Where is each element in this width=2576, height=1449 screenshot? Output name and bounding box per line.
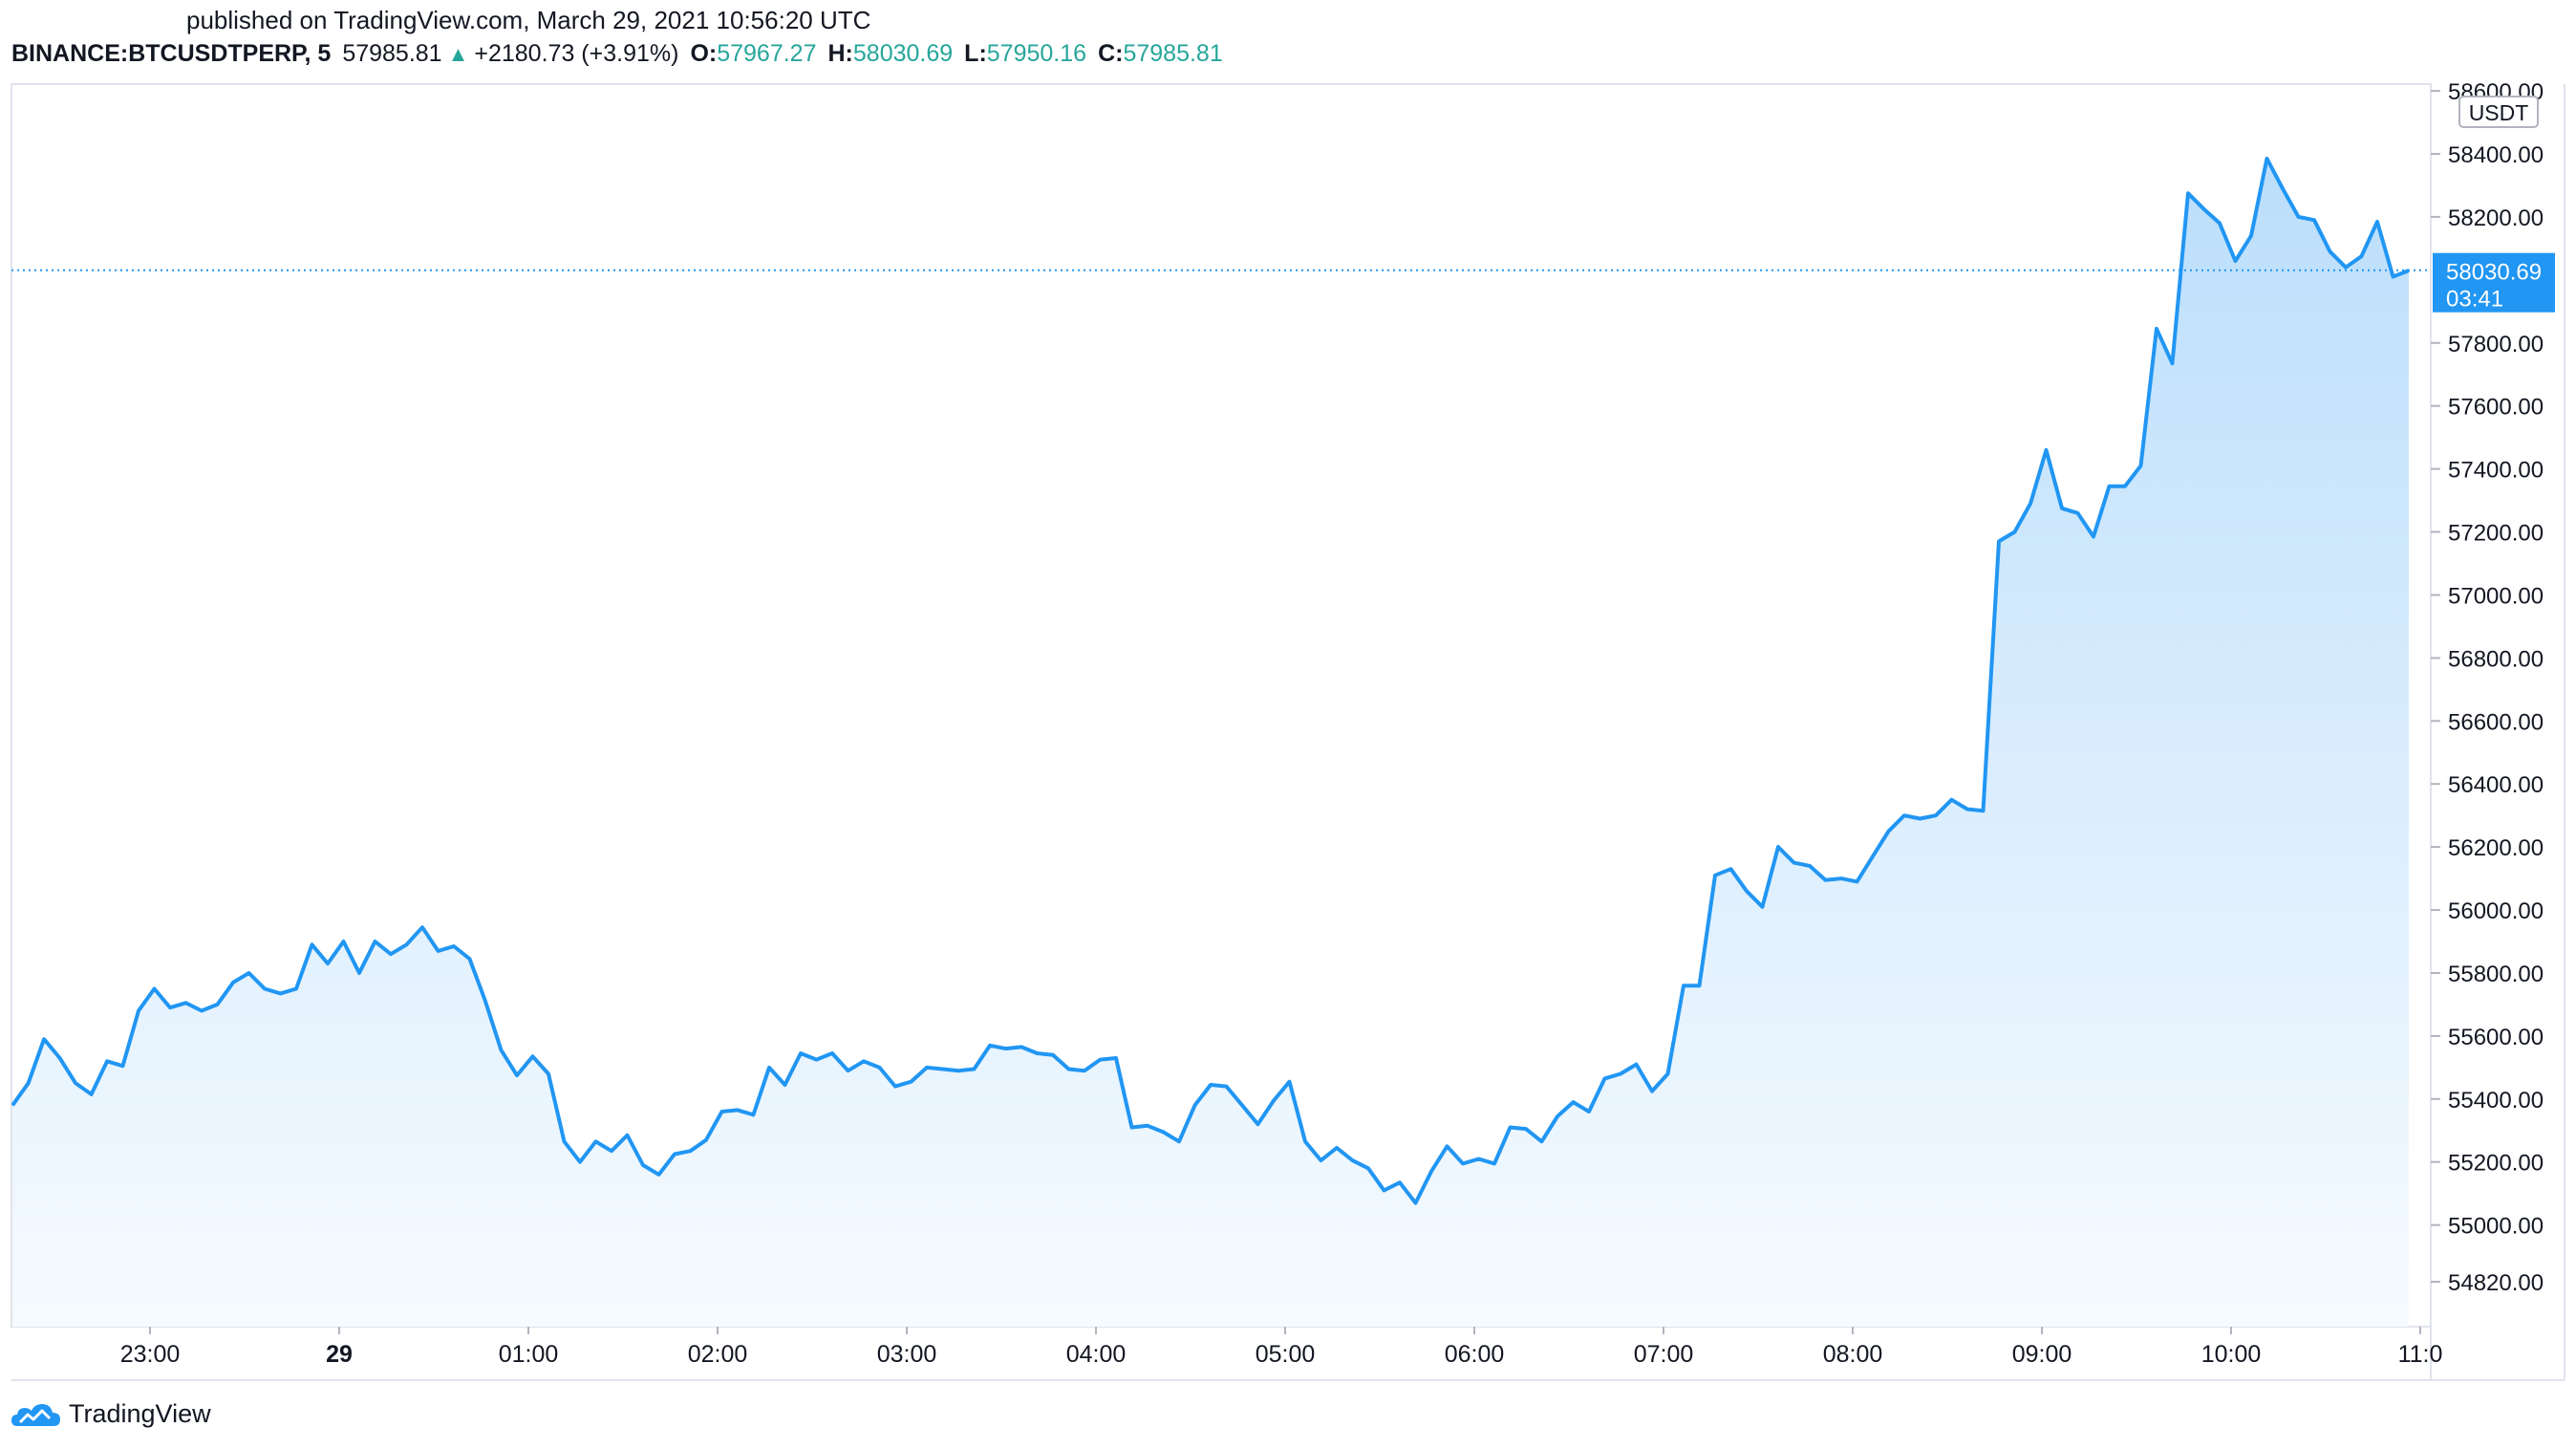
y-tick-label: 55200.00	[2448, 1151, 2544, 1177]
low-label: L:	[964, 40, 987, 67]
y-tick-label: 55600.00	[2448, 1025, 2544, 1050]
x-tick-label: 29	[326, 1341, 353, 1368]
symbol-name[interactable]: BINANCE:BTCUSDTPERP, 5	[11, 40, 332, 67]
y-tick-label: 57200.00	[2448, 521, 2544, 547]
current-price-label: 58030.69 03:41	[2433, 252, 2555, 313]
y-tick-label: 56000.00	[2448, 898, 2544, 924]
x-tick-label: 07:00	[1634, 1341, 1694, 1368]
currency-label: USDT	[2469, 100, 2529, 125]
y-tick-label: 58200.00	[2448, 205, 2544, 231]
open-label: O:	[690, 40, 718, 67]
y-tick-label: 54820.00	[2448, 1270, 2544, 1296]
price-change: +2180.73 (+3.91%)	[474, 40, 679, 67]
y-tick-label: 57400.00	[2448, 458, 2544, 484]
currency-badge[interactable]: USDT	[2458, 96, 2539, 128]
y-tick-label: 55800.00	[2448, 962, 2544, 987]
last-price: 57985.81	[342, 40, 442, 67]
x-tick-label: 05:00	[1256, 1341, 1316, 1368]
y-tick-label: 58400.00	[2448, 142, 2544, 168]
price-series-line[interactable]	[11, 156, 2410, 1205]
x-tick-label: 23:00	[120, 1341, 181, 1368]
x-tick-label: 08:00	[1823, 1341, 1883, 1368]
y-tick-label: 56400.00	[2448, 772, 2544, 798]
up-arrow-icon: ▲	[447, 42, 469, 66]
low-value: 57950.16	[986, 40, 1087, 67]
open-value: 57967.27	[717, 40, 817, 67]
x-tick-label: 09:00	[2012, 1341, 2072, 1368]
y-tick-label: 55400.00	[2448, 1088, 2544, 1114]
x-tick-label: 10:00	[2201, 1341, 2262, 1368]
y-tick-label: 55000.00	[2448, 1214, 2544, 1240]
y-tick-label: 56200.00	[2448, 835, 2544, 861]
y-tick-label: 57000.00	[2448, 584, 2544, 610]
x-tick-label: 03:00	[877, 1341, 937, 1368]
x-tick-label: 02:00	[688, 1341, 748, 1368]
close-value: 57985.81	[1123, 40, 1223, 67]
tradingview-logo[interactable]: TradingView	[11, 1399, 211, 1429]
y-tick-label: 56800.00	[2448, 646, 2544, 672]
symbol-legend: BINANCE:BTCUSDTPERP, 5 57985.81 ▲ +2180.…	[11, 40, 1223, 68]
y-tick-label: 56600.00	[2448, 709, 2544, 735]
x-tick-label: 11:0	[2398, 1341, 2443, 1368]
price-area-fill	[12, 158, 2409, 1327]
tradingview-cloud-icon	[11, 1403, 60, 1426]
y-tick-label: 57600.00	[2448, 395, 2544, 421]
bar-countdown: 03:41	[2446, 287, 2503, 313]
x-tick-label: 01:00	[499, 1341, 559, 1368]
current-price-value: 58030.69	[2446, 260, 2542, 286]
high-value: 58030.69	[852, 40, 954, 67]
high-label: H:	[827, 40, 853, 67]
x-tick-label: 06:00	[1445, 1341, 1505, 1368]
x-tick-label: 04:00	[1066, 1341, 1127, 1368]
close-label: C:	[1098, 40, 1124, 67]
published-caption: published on TradingView.com, March 29, …	[186, 6, 871, 34]
brand-name: TradingView	[69, 1399, 211, 1428]
y-tick-label: 57800.00	[2448, 332, 2544, 357]
